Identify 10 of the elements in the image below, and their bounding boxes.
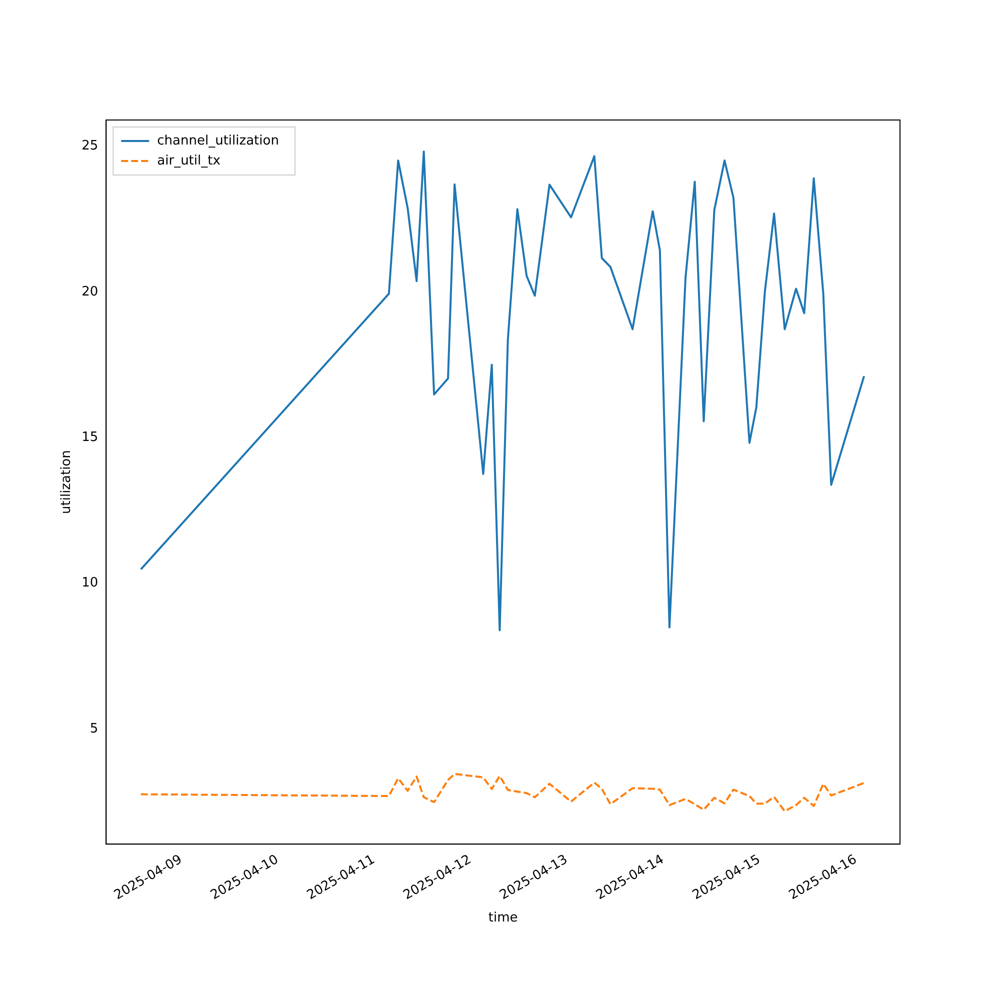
y-tick-label: 25 bbox=[82, 138, 98, 154]
x-axis-title: time bbox=[488, 910, 518, 926]
y-axis-title: utilization bbox=[59, 450, 74, 514]
y-tick-label: 15 bbox=[82, 430, 98, 445]
y-tick-label: 10 bbox=[82, 576, 98, 591]
line-series bbox=[140, 772, 866, 812]
y-tick-label: 5 bbox=[90, 721, 98, 736]
legend-label: air_util_tx bbox=[157, 153, 221, 168]
legend-label: channel_utilization bbox=[157, 133, 279, 148]
y-tick-label: 20 bbox=[82, 284, 98, 300]
